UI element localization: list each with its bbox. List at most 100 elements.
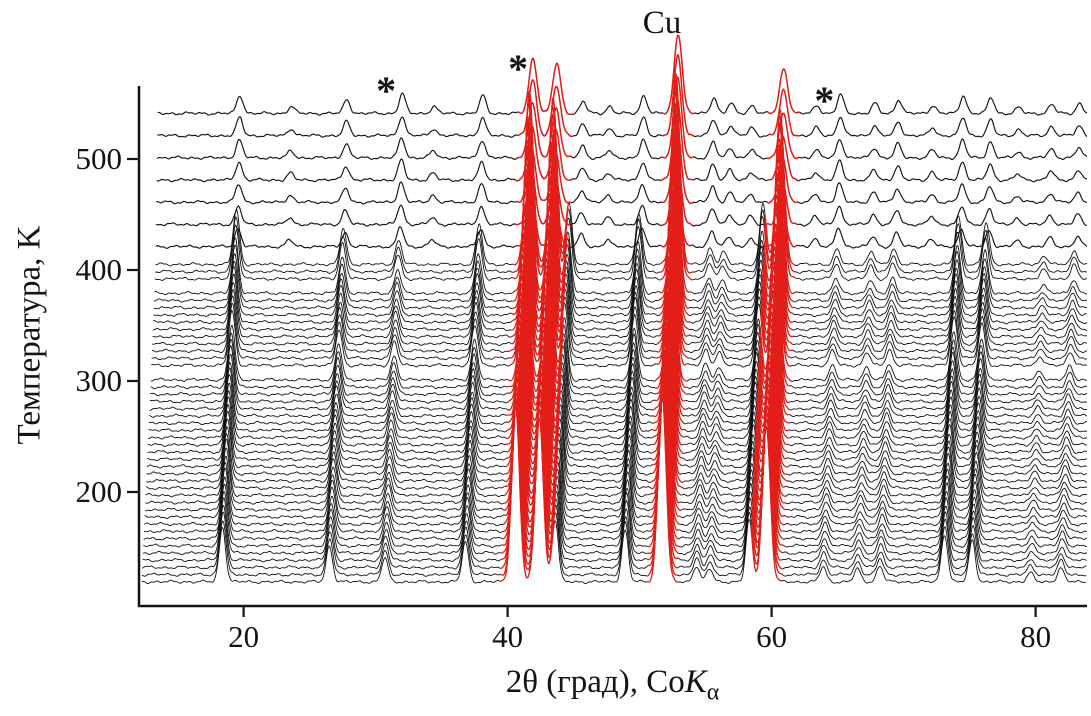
diffraction-trace [144,328,1087,520]
diffraction-trace [154,109,1087,303]
x-axis-title-subscript: α [706,679,720,706]
cu-peak-trace [756,289,789,446]
cu-peak-trace [525,365,558,528]
cu-peak-trace [767,112,800,160]
diffraction-trace [155,74,1087,267]
cu-peak-trace [540,85,573,138]
cu-peak-trace [539,150,572,204]
diffraction-trace [157,34,1087,116]
diffraction-trace [148,246,1087,440]
cu-peak-trace [757,266,790,424]
cu-peak-trace [660,122,693,205]
cu-peak-trace [754,332,787,488]
cu-peak-trace [765,201,798,248]
diffraction-trace [156,123,1087,205]
diffraction-trace [153,118,1087,310]
diffraction-trace [141,385,1087,577]
cu-peak-trace [755,311,788,468]
cu-peak-trace [525,372,558,536]
diffraction-trace [142,362,1087,556]
diffraction-trace [146,284,1087,476]
cu-peak-trace [762,165,794,324]
cu-peak-trace [534,177,566,341]
cu-peak-trace [756,303,788,460]
cu-peak-trace [766,177,799,226]
diffraction-trace [144,320,1087,512]
diffraction-trace [154,88,1087,281]
diffraction-trace [151,161,1087,354]
diffraction-trace [153,132,1087,325]
cu-peak-trace [763,122,796,279]
cu-peak-trace [754,347,786,504]
diffraction-trace [147,256,1087,447]
cu-peak-trace [752,389,784,546]
diffraction-trace [155,143,1087,227]
cu-peak-trace [751,396,784,554]
cu-peak-trace [756,294,789,453]
cu-peak-trace [760,194,793,352]
diffraction-trace [147,269,1087,462]
cu-peak-trace [757,282,789,439]
cu-peak-trace [660,165,693,248]
diffraction-trace [150,189,1087,383]
cu-peak-trace [750,425,783,582]
cu-peak-trace [532,222,565,383]
diffraction-trace [155,166,1087,249]
x-tick-label: 80 [1020,619,1051,654]
x-axis-title: 2θ (град), CoKα [138,664,1087,707]
cu-peak-trace [761,173,794,331]
diffraction-trace [157,54,1087,138]
diffraction-trace [148,239,1087,433]
diffraction-trace [147,261,1087,455]
x-tick-label: 60 [756,619,787,654]
cu-peak-trace [660,142,693,227]
cu-peak-trace [754,339,787,497]
cu-peak-trace [528,316,560,478]
diffraction-trace [151,167,1087,361]
cu-peak-trace [526,344,559,506]
x-tick-label: 40 [492,619,523,654]
cu-peak-trace [758,261,790,416]
diffraction-trace [143,349,1087,541]
cu-peak-trace [525,380,557,543]
cu-peak-trace [661,53,694,137]
y-tick-label: 200 [76,474,123,509]
cu-peak-trace [659,103,691,294]
cu-peak-trace [531,242,564,406]
cu-peak-trace [662,34,695,115]
cu-peak-trace [767,68,800,115]
annotation-asterisk: * [814,78,834,123]
y-tick-label: 500 [76,141,123,176]
diffraction-trace [142,377,1087,570]
cu-peak-trace [523,409,556,571]
diffraction-trace [142,370,1087,563]
diffraction-traces [141,34,1087,585]
cu-peak-trace [540,107,573,158]
cu-peak-trace [758,253,791,411]
diffraction-trace [152,137,1087,332]
cu-peak-trace [752,383,785,540]
cu-peak-trace [539,128,572,182]
cu-peak-trace [530,264,563,428]
cu-peak-trace [764,115,796,273]
cu-peak-trace [529,278,562,441]
diffraction-trace [146,275,1087,469]
cu-peak-trace [755,324,787,482]
cu-peak-trace [540,62,573,116]
annotation-asterisk: * [508,46,528,91]
diffraction-trace [143,341,1087,534]
diffraction-trace [153,125,1087,318]
x-axis-title-symbol: K [684,664,707,700]
cu-peak-trace [753,360,786,517]
diffraction-trace [143,356,1087,548]
diffraction-trace [145,312,1087,505]
cu-peak-trace [529,287,562,450]
diffraction-trace [151,176,1087,368]
cu-peak-trace [752,376,785,532]
cu-peak-trace [535,142,568,304]
cu-peak-trace [534,170,566,333]
diffraction-trace [141,392,1086,585]
diffraction-trace [145,304,1087,498]
y-tick-label: 300 [76,363,123,398]
